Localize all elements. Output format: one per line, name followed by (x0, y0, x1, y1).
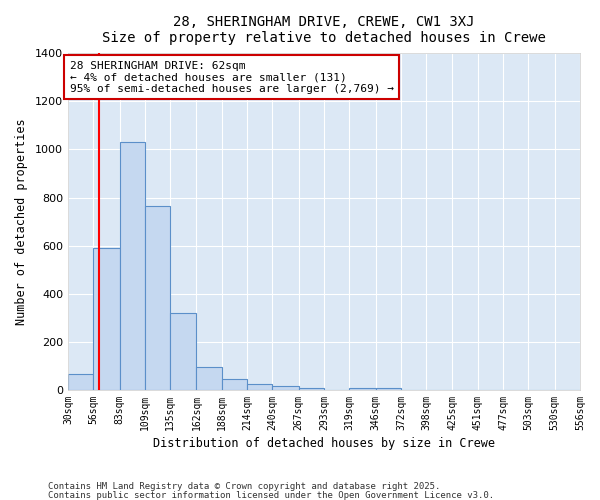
Bar (93, 248, 119, 390)
Bar (119, 142, 145, 390)
Bar (247, 384, 272, 390)
Bar (196, 367, 222, 390)
Bar (349, 388, 376, 390)
Bar (376, 388, 401, 390)
Text: Contains public sector information licensed under the Open Government Licence v3: Contains public sector information licen… (48, 490, 494, 500)
Text: 28 SHERINGHAM DRIVE: 62sqm
← 4% of detached houses are smaller (131)
95% of semi: 28 SHERINGHAM DRIVE: 62sqm ← 4% of detac… (70, 60, 394, 94)
Bar (299, 388, 324, 390)
Bar (170, 313, 196, 390)
Y-axis label: Number of detached properties: Number of detached properties (15, 118, 28, 325)
Bar (272, 386, 299, 390)
Title: 28, SHERINGHAM DRIVE, CREWE, CW1 3XJ
Size of property relative to detached house: 28, SHERINGHAM DRIVE, CREWE, CW1 3XJ Siz… (102, 15, 546, 45)
Bar (222, 379, 247, 390)
Bar (145, 206, 170, 390)
X-axis label: Distribution of detached houses by size in Crewe: Distribution of detached houses by size … (153, 437, 495, 450)
Bar (68, 374, 93, 390)
Text: Contains HM Land Registry data © Crown copyright and database right 2025.: Contains HM Land Registry data © Crown c… (48, 482, 440, 491)
